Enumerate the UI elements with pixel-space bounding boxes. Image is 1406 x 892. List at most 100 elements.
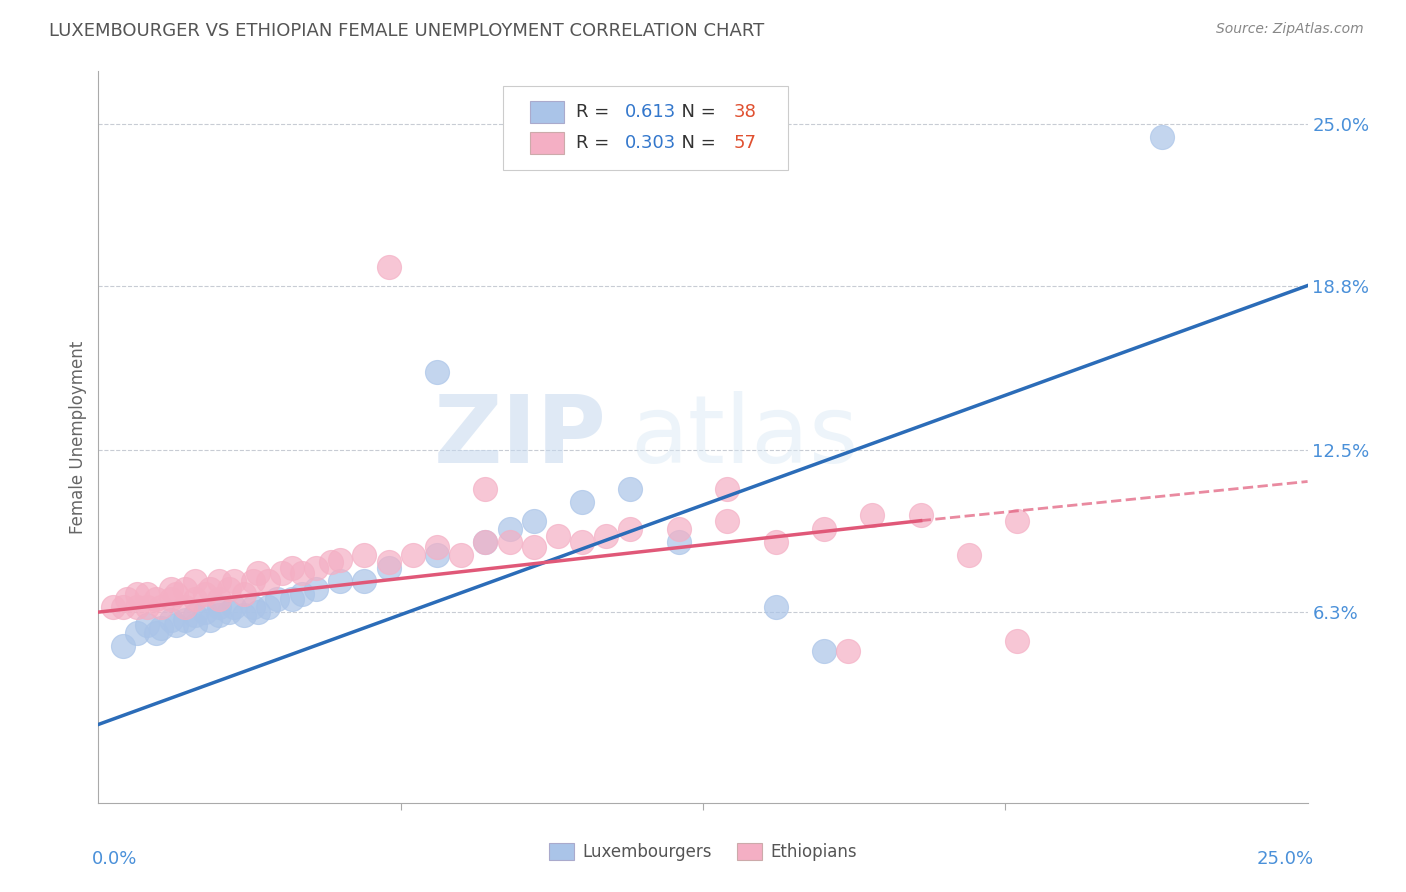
Point: [165, 618, 187, 632]
Point: [426, 365, 449, 379]
Point: [716, 514, 738, 528]
Point: [474, 534, 496, 549]
Point: [1007, 633, 1029, 648]
Point: [266, 592, 288, 607]
Point: [1007, 514, 1029, 528]
Point: [619, 483, 641, 497]
Point: [208, 592, 231, 607]
Point: [160, 592, 183, 607]
Point: [305, 582, 328, 596]
Text: 0.0%: 0.0%: [93, 850, 138, 868]
Point: [329, 553, 352, 567]
Point: [160, 613, 183, 627]
Point: [184, 592, 207, 607]
Point: [165, 587, 187, 601]
Text: 0.613: 0.613: [624, 103, 676, 120]
FancyBboxPatch shape: [530, 132, 564, 154]
Point: [198, 613, 221, 627]
Text: Source: ZipAtlas.com: Source: ZipAtlas.com: [1216, 22, 1364, 37]
Text: LUXEMBOURGER VS ETHIOPIAN FEMALE UNEMPLOYMENT CORRELATION CHART: LUXEMBOURGER VS ETHIOPIAN FEMALE UNEMPLO…: [49, 22, 765, 40]
Point: [619, 521, 641, 535]
Point: [1152, 129, 1174, 144]
Point: [281, 592, 304, 607]
Point: [247, 605, 270, 619]
Point: [184, 618, 207, 632]
Point: [271, 566, 294, 580]
Point: [595, 529, 617, 543]
Point: [135, 587, 157, 601]
Point: [450, 548, 472, 562]
Point: [127, 626, 149, 640]
Point: [329, 574, 352, 588]
Text: 57: 57: [734, 134, 756, 152]
Point: [319, 556, 342, 570]
Point: [571, 534, 593, 549]
Text: R =: R =: [576, 134, 614, 152]
Point: [860, 508, 883, 523]
Point: [174, 599, 197, 614]
Point: [145, 626, 167, 640]
Point: [474, 483, 496, 497]
Text: 25.0%: 25.0%: [1257, 850, 1313, 868]
Point: [813, 644, 835, 658]
Point: [498, 521, 520, 535]
Point: [174, 582, 197, 596]
Point: [523, 514, 546, 528]
Point: [150, 599, 173, 614]
Point: [184, 607, 207, 622]
Point: [218, 582, 240, 596]
Point: [256, 599, 278, 614]
Point: [208, 574, 231, 588]
Point: [135, 618, 157, 632]
Text: R =: R =: [576, 103, 614, 120]
Point: [117, 592, 139, 607]
Point: [222, 574, 245, 588]
Point: [813, 521, 835, 535]
Point: [377, 260, 399, 275]
Text: 38: 38: [734, 103, 756, 120]
Point: [523, 540, 546, 554]
Y-axis label: Female Unemployment: Female Unemployment: [69, 341, 87, 533]
Point: [426, 548, 449, 562]
Point: [145, 592, 167, 607]
Point: [184, 574, 207, 588]
Point: [498, 534, 520, 549]
Point: [174, 613, 197, 627]
Point: [150, 621, 173, 635]
Point: [957, 548, 980, 562]
Point: [571, 495, 593, 509]
Point: [127, 599, 149, 614]
Text: atlas: atlas: [630, 391, 859, 483]
Point: [194, 605, 217, 619]
Text: N =: N =: [671, 103, 721, 120]
Point: [837, 644, 859, 658]
Point: [716, 483, 738, 497]
Point: [242, 599, 264, 614]
Point: [218, 605, 240, 619]
Point: [765, 599, 787, 614]
Text: ZIP: ZIP: [433, 391, 606, 483]
Point: [668, 534, 690, 549]
Point: [127, 587, 149, 601]
Point: [353, 574, 375, 588]
Point: [256, 574, 278, 588]
Point: [222, 599, 245, 614]
Point: [765, 534, 787, 549]
Point: [305, 560, 328, 574]
Point: [208, 607, 231, 622]
Point: [101, 599, 124, 614]
Point: [910, 508, 932, 523]
FancyBboxPatch shape: [503, 86, 787, 170]
Point: [232, 607, 254, 622]
Text: N =: N =: [671, 134, 721, 152]
Point: [668, 521, 690, 535]
Point: [247, 566, 270, 580]
Point: [194, 587, 217, 601]
Point: [290, 587, 312, 601]
Point: [377, 556, 399, 570]
Point: [242, 574, 264, 588]
Point: [135, 599, 157, 614]
Point: [474, 534, 496, 549]
Point: [547, 529, 569, 543]
Point: [111, 599, 134, 614]
